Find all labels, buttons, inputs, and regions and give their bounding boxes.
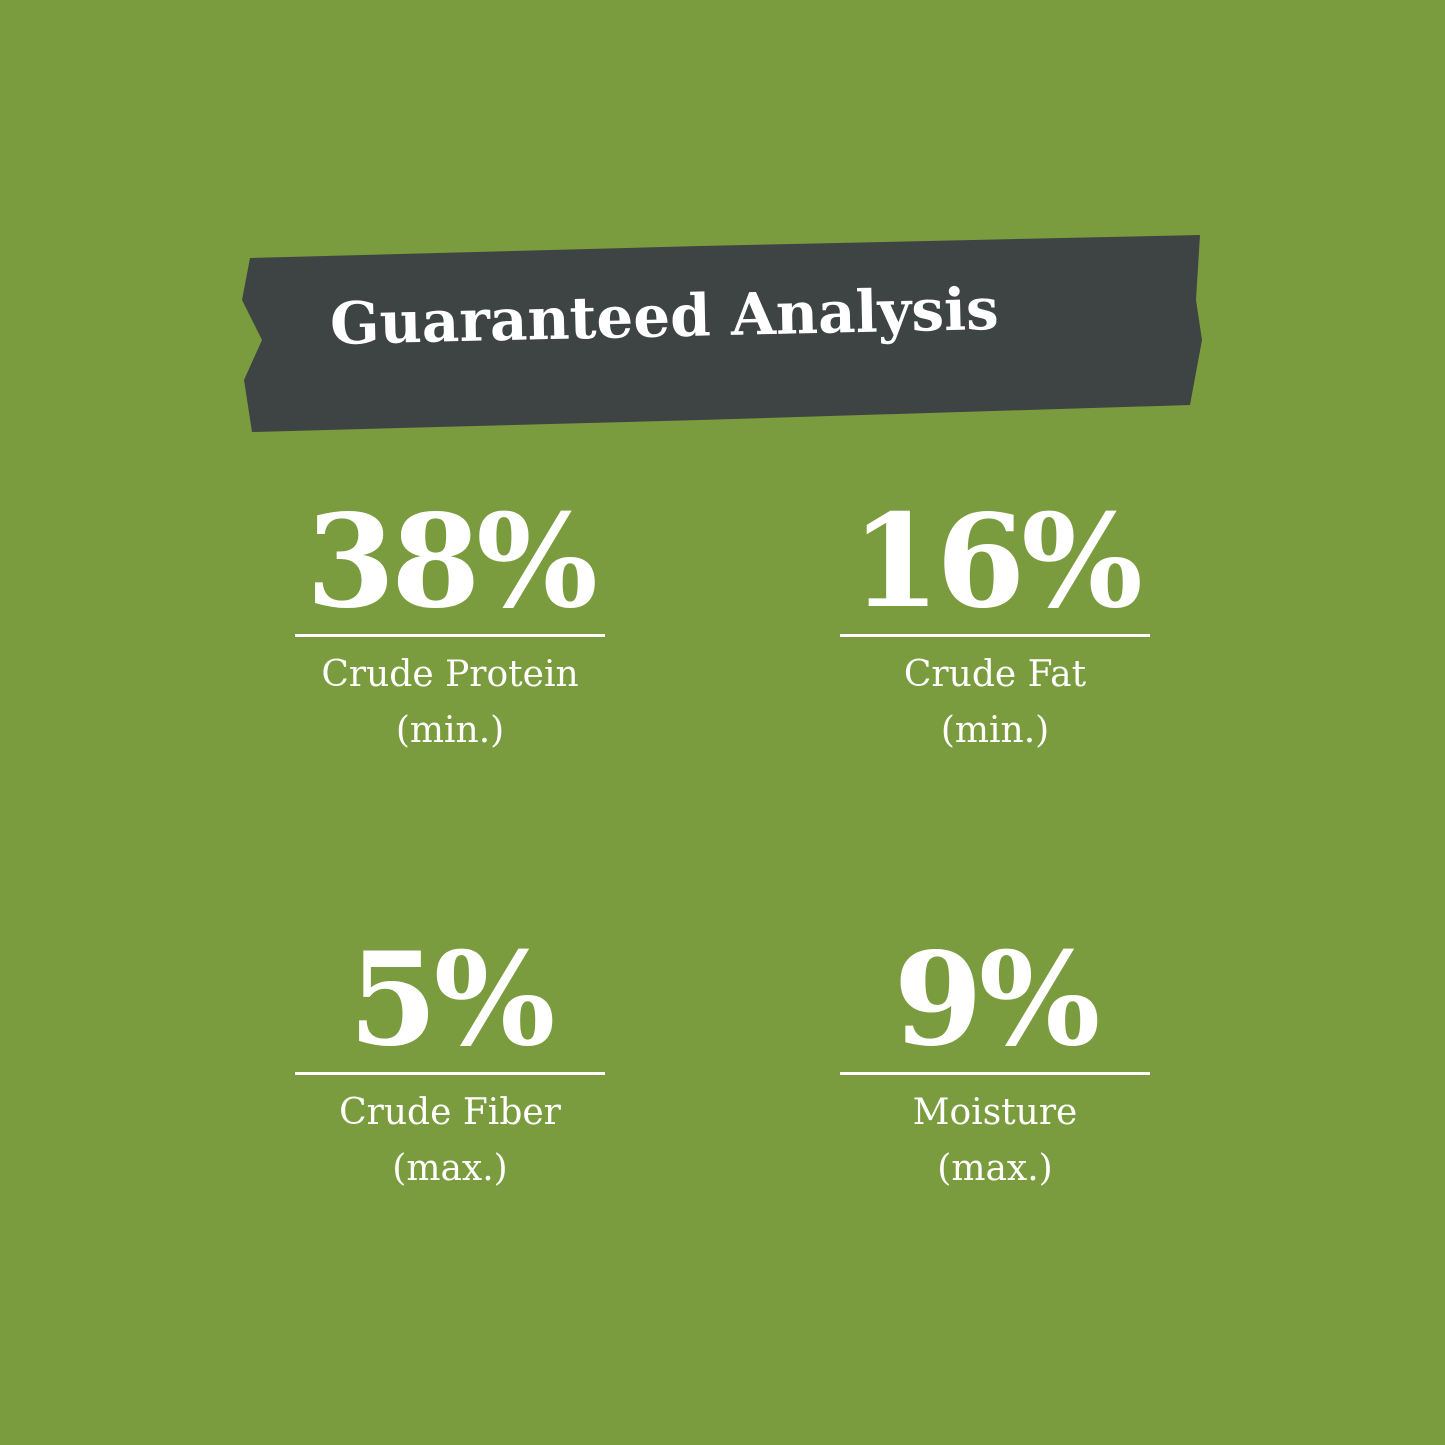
stat-value: 9% bbox=[893, 925, 1101, 1075]
stat-crude-fiber: 5% Crude Fiber (max.) bbox=[295, 930, 605, 1197]
stat-label: Moisture bbox=[912, 1092, 1078, 1133]
stat-label: Crude Fat bbox=[903, 654, 1087, 695]
divider bbox=[840, 634, 1150, 637]
divider bbox=[840, 1072, 1150, 1075]
stat-label: Crude Protein bbox=[321, 654, 579, 695]
divider bbox=[295, 1072, 605, 1075]
stat-qualifier: (min.) bbox=[940, 710, 1050, 751]
stat-value: 38% bbox=[306, 487, 598, 637]
stat-qualifier: (max.) bbox=[392, 1148, 508, 1189]
banner-shape bbox=[242, 235, 1202, 432]
stat-moisture: 9% Moisture (max.) bbox=[840, 930, 1150, 1197]
stat-crude-fat: 16% Crude Fat (min.) bbox=[840, 492, 1150, 759]
stat-value: 5% bbox=[348, 925, 556, 1075]
stat-label: Crude Fiber bbox=[339, 1092, 561, 1133]
divider bbox=[295, 634, 605, 637]
stat-qualifier: (max.) bbox=[937, 1148, 1053, 1189]
stat-crude-protein: 38% Crude Protein (min.) bbox=[295, 492, 605, 759]
stat-qualifier: (min.) bbox=[395, 710, 505, 751]
stat-value: 16% bbox=[851, 487, 1143, 637]
